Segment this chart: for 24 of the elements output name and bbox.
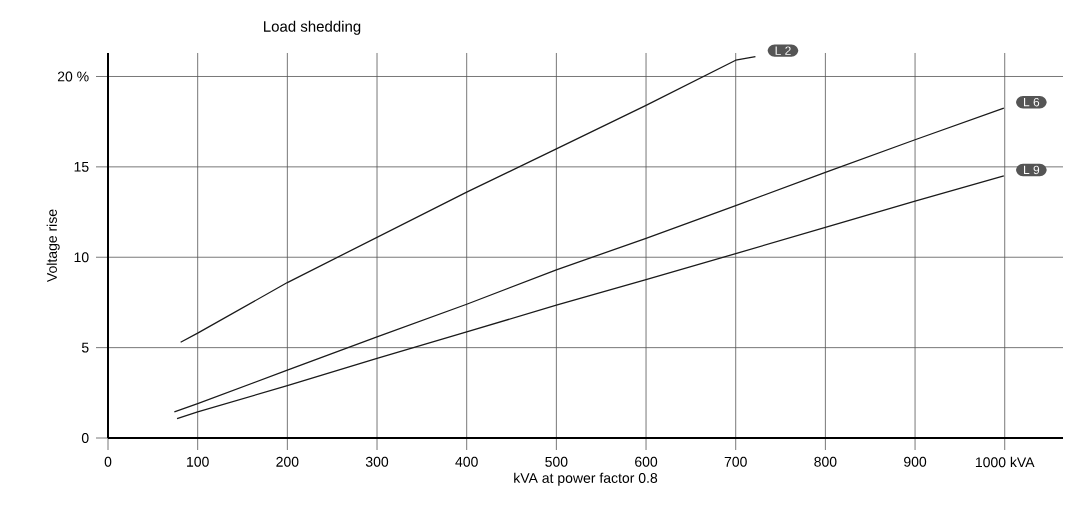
x-tick-label: 300 (365, 456, 389, 467)
x-tick-label: 1000 kVA (975, 456, 1035, 468)
x-axis-title: kVA at power factor 0.8 (514, 472, 658, 486)
y-tick-label: 20 % (57, 71, 89, 82)
series-label: L 9 (1024, 165, 1040, 175)
chart-title: Load shedding (264, 20, 361, 35)
x-tick-label: 100 (187, 456, 209, 467)
x-tick-label: 800 (814, 456, 837, 467)
series-label: L 6 (1024, 97, 1040, 107)
x-tick-label: 0 (104, 456, 112, 467)
x-tick-label: 200 (276, 456, 299, 467)
x-tick-label: 900 (904, 456, 927, 467)
series-label: L 2 (775, 46, 791, 55)
y-tick-label: 15 (74, 161, 89, 172)
y-tick-label: 5 (81, 342, 89, 353)
x-tick-label: 600 (635, 456, 658, 467)
y-tick-label: 0 (81, 433, 89, 443)
y-tick-label: 10 (74, 252, 89, 263)
x-tick-label: 700 (724, 456, 747, 467)
y-axis-title: Voltage rise (46, 209, 60, 283)
x-tick-label: 400 (455, 456, 478, 467)
x-tick-label: 500 (545, 456, 568, 467)
line-series (173, 107, 1005, 413)
line-series (176, 175, 1005, 420)
